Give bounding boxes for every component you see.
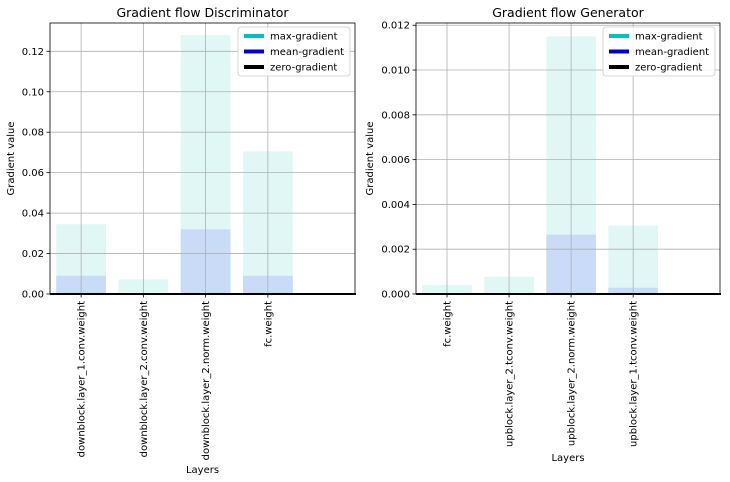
- x-tick-label: downblock.layer_1.conv.weight: [77, 301, 88, 457]
- x-tick-label: upblock.layer_2.norm.weight: [567, 301, 578, 446]
- legend-label: mean-gradient: [270, 47, 344, 58]
- x-axis-label: Layers: [551, 453, 584, 464]
- x-tick-label: upblock.layer_1.tconv.weight: [629, 301, 640, 447]
- x-tick-label: downblock.layer_2.norm.weight: [201, 301, 212, 460]
- y-tick-label: 0.08: [22, 128, 44, 139]
- y-tick-label: 0.002: [381, 245, 410, 256]
- y-tick-label: 0.10: [22, 87, 44, 98]
- legend-label: max-gradient: [635, 32, 703, 43]
- legend-label: zero-gradient: [635, 63, 702, 74]
- x-tick-label: upblock.layer_2.tconv.weight: [505, 301, 516, 447]
- y-tick-label: 0.010: [381, 66, 410, 77]
- chart-title: Gradient flow Generator: [492, 5, 644, 20]
- chart-panel-2: 0.000 0.002 0.004 0.006 0.008 0.010 0.012 fc.we…: [365, 5, 721, 464]
- x-tick-label: fc.weight: [263, 301, 274, 347]
- x-tick-label: downblock.layer_2.conv.weight: [139, 301, 150, 457]
- x-tick-label: fc.weight: [443, 301, 454, 347]
- y-tick-label: 0.12: [22, 47, 44, 58]
- y-tick-label: 0.04: [22, 209, 44, 220]
- y-tick-label: 0.006: [381, 155, 410, 166]
- y-tick-label: 0.012: [381, 21, 410, 32]
- y-tick-label: 0.06: [22, 168, 44, 179]
- y-axis-label: Gradient value: [365, 121, 376, 195]
- legend-box: [237, 26, 351, 77]
- y-tick-label: 0.02: [22, 249, 44, 260]
- legend-box: [602, 26, 716, 77]
- legend-label: zero-gradient: [270, 63, 337, 74]
- plot-frame: [415, 22, 721, 295]
- y-axis-label: Gradient value: [6, 121, 17, 195]
- y-tick-label: 0.000: [381, 290, 410, 301]
- legend: max-gradient mean-gradient zero-gradient: [602, 26, 716, 77]
- legend: max-gradient mean-gradient zero-gradient: [237, 26, 351, 77]
- chart-title: Gradient flow Discriminator: [116, 5, 289, 20]
- plot-frame: [49, 22, 356, 295]
- legend-label: mean-gradient: [635, 47, 709, 58]
- legend-label: max-gradient: [270, 32, 338, 43]
- y-tick-label: 0.008: [381, 110, 410, 121]
- chart-panel-1: 0.00 0.02 0.04 0.06 0.08 0.10 0.12 downblock.la…: [6, 5, 356, 476]
- y-tick-label: 0.00: [22, 290, 44, 301]
- x-axis-label: Layers: [186, 465, 219, 476]
- y-tick-label: 0.004: [381, 200, 410, 211]
